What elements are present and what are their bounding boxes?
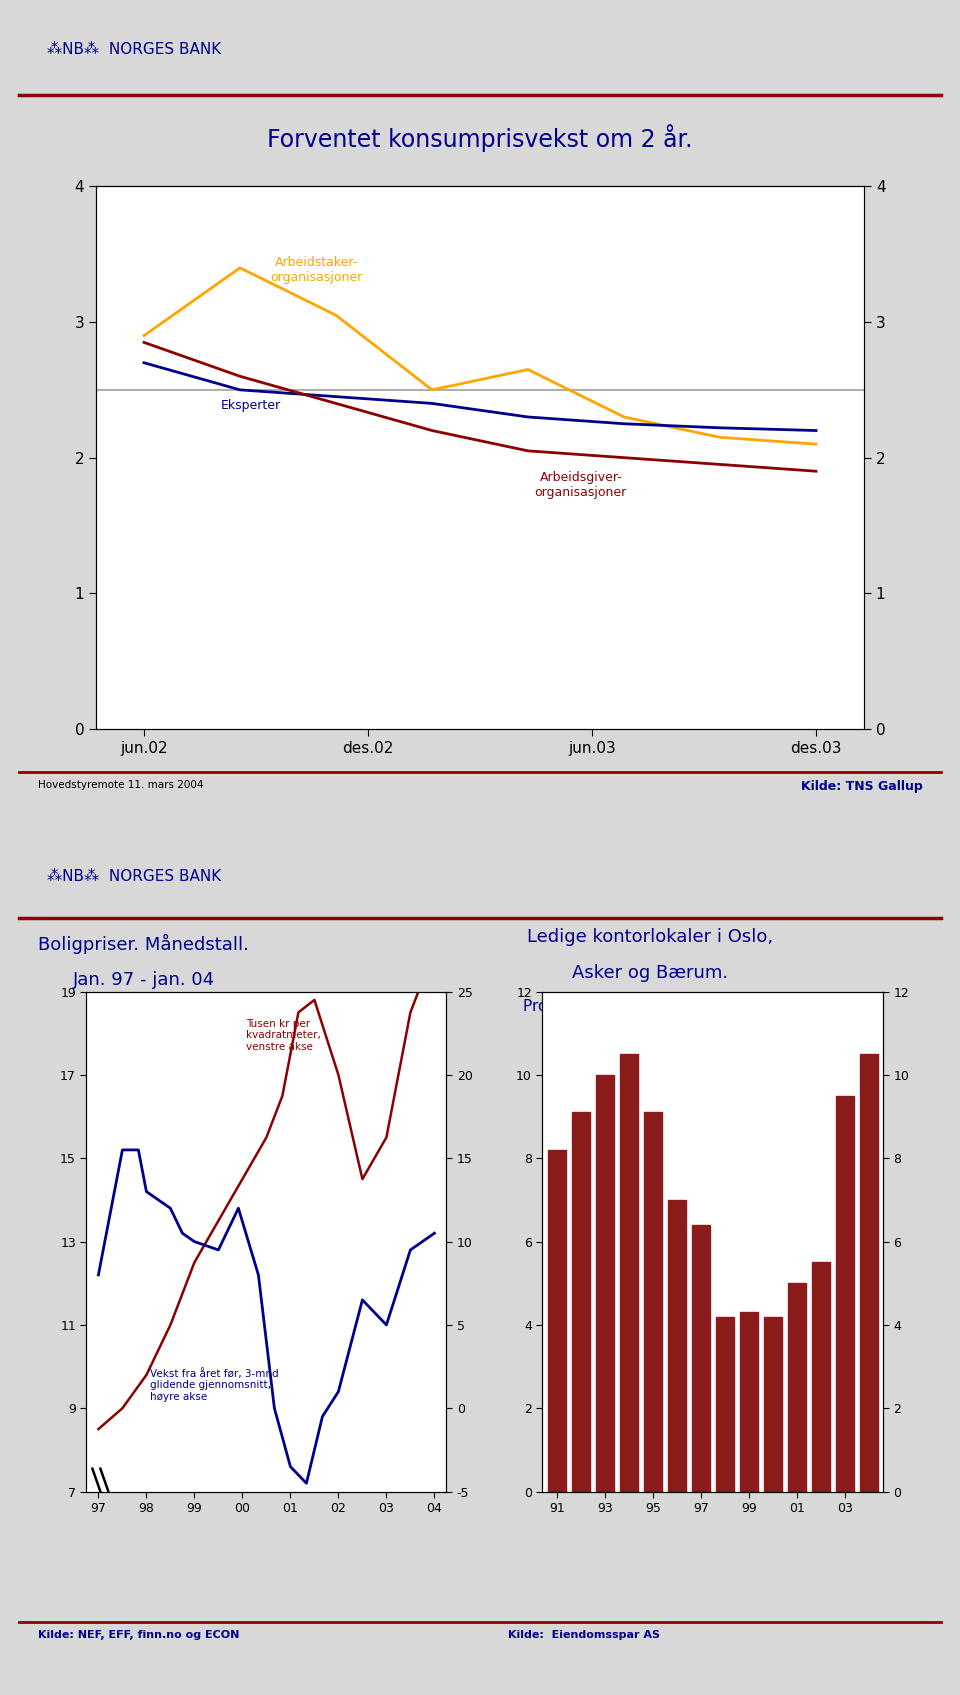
Text: Asker og Bærum.: Asker og Bærum.	[572, 964, 729, 983]
Text: Forventet konsumprisvekst om 2 år.: Forventet konsumprisvekst om 2 år.	[267, 124, 693, 153]
Text: Kilde: TNS Gallup: Kilde: TNS Gallup	[801, 780, 923, 793]
Text: ⁂NB⁂  NORGES BANK: ⁂NB⁂ NORGES BANK	[47, 42, 221, 56]
Bar	[644, 1112, 661, 1492]
Bar	[572, 1112, 589, 1492]
Bar	[764, 1317, 781, 1492]
Text: ⁂NB⁂  NORGES BANK: ⁂NB⁂ NORGES BANK	[47, 870, 221, 885]
Text: Per februar. 1991-2004: Per februar. 1991-2004	[562, 1031, 739, 1046]
Text: Arbeidstaker-
organisasjoner: Arbeidstaker- organisasjoner	[271, 256, 363, 285]
Bar	[836, 1095, 853, 1492]
Bar	[668, 1200, 685, 1492]
Text: Prosent av total eiendomsmasse.: Prosent av total eiendomsmasse.	[523, 998, 778, 1014]
Text: Arbeidsgiver-
organisasjoner: Arbeidsgiver- organisasjoner	[535, 471, 627, 498]
Text: Kilde:  Eiendomsspar AS: Kilde: Eiendomsspar AS	[508, 1631, 660, 1641]
Bar	[620, 1054, 637, 1492]
Bar	[548, 1149, 565, 1492]
Text: Boligpriser. Månedstall.: Boligpriser. Månedstall.	[38, 934, 249, 954]
Bar	[860, 1054, 877, 1492]
Bar	[692, 1225, 709, 1492]
Bar	[740, 1312, 757, 1492]
Bar	[812, 1263, 829, 1492]
Text: Hovedstyremote 11. mars 2004: Hovedstyremote 11. mars 2004	[37, 780, 204, 790]
Bar	[596, 1075, 613, 1492]
Bar	[788, 1283, 805, 1492]
Text: Vekst fra året før, 3-mnd
glidende gjennomsnitt,
høyre akse: Vekst fra året før, 3-mnd glidende gjenn…	[151, 1368, 279, 1402]
Text: Jan. 97 - jan. 04: Jan. 97 - jan. 04	[73, 971, 215, 990]
Text: Tusen kr per
kvadrаtmeter,
venstre akse: Tusen kr per kvadrаtmeter, venstre akse	[247, 1019, 322, 1053]
Text: Ledige kontorlokaler i Oslo,: Ledige kontorlokaler i Oslo,	[527, 929, 774, 946]
Text: Prosent. Kvartalstall. 2. kv. 02 - 1. kv. 04.: Prosent. Kvartalstall. 2. kv. 02 - 1. kv…	[280, 190, 680, 208]
Text: Kilde: NEF, EFF, finn.no og ECON: Kilde: NEF, EFF, finn.no og ECON	[37, 1631, 239, 1641]
Text: Eksperter: Eksperter	[221, 398, 281, 412]
Bar	[716, 1317, 733, 1492]
